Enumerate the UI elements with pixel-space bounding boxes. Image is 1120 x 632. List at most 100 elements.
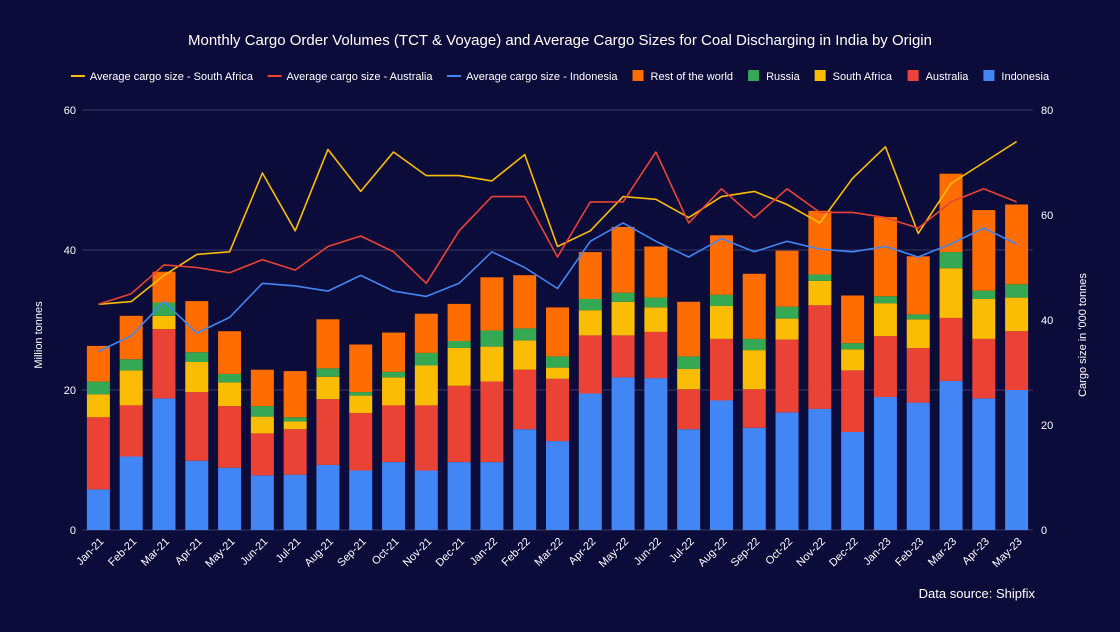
legend-box-marker (632, 70, 644, 81)
bar-segment (447, 303, 471, 341)
bar-segment (742, 338, 766, 351)
bar-segment (677, 356, 701, 369)
bar-segment (873, 336, 897, 397)
bar-segment (972, 299, 996, 339)
bar-segment (709, 338, 733, 401)
legend-label: Average cargo size - South Africa (90, 71, 254, 83)
bar-segment (185, 460, 209, 530)
bar-segment (775, 318, 799, 340)
bar-segment (414, 365, 438, 406)
bar-segment (119, 405, 143, 457)
bar-segment (414, 352, 438, 366)
bar-segment (382, 377, 406, 406)
bar-segment (906, 402, 930, 530)
bar-segment (152, 302, 176, 316)
bar-segment (906, 314, 930, 320)
bar-segment (841, 343, 865, 350)
avg-cargo-size-line (98, 151, 1017, 306)
bar-segment (972, 338, 996, 399)
bar-segment (775, 306, 799, 319)
bar-segment (611, 335, 635, 378)
bar-segment (513, 328, 537, 341)
bar-segment (873, 303, 897, 337)
data-source: Data source: Shipfix (919, 586, 1036, 601)
bar-segment (939, 268, 963, 318)
bar-segment (447, 341, 471, 348)
bar-segment (709, 294, 733, 306)
bar-segment (447, 385, 471, 463)
bar-segment (939, 252, 963, 269)
bar-segment (250, 406, 274, 417)
bar-segment (152, 329, 176, 399)
y-tick-label: 20 (64, 385, 76, 397)
y2-tick-label: 0 (1041, 525, 1047, 537)
bar-segment (742, 273, 766, 339)
y-tick-label: 0 (70, 525, 76, 537)
bar-segment (447, 348, 471, 386)
bar-segment (775, 250, 799, 307)
bar-segment (709, 235, 733, 295)
bar-segment (283, 474, 307, 530)
bar-segment (677, 429, 701, 530)
bar-segment (250, 475, 274, 530)
bar-segment (611, 292, 635, 302)
bar-segment (578, 252, 602, 299)
legend: Average cargo size - South Africa Average… (70, 70, 1050, 83)
bar-segment (611, 226, 635, 293)
bar-segment (644, 307, 668, 332)
bar-segment (578, 335, 602, 394)
bar-segment (316, 399, 340, 465)
bar-segment (742, 427, 766, 530)
bar-segment (382, 371, 406, 378)
bar-segment (283, 371, 307, 418)
bar-segment (775, 412, 799, 530)
bar-segment (513, 275, 537, 329)
bar-segment (349, 392, 373, 396)
bar-segment (709, 400, 733, 530)
bar-segment (578, 299, 602, 311)
bar-segment (316, 368, 340, 377)
legend-label: South Africa (833, 71, 893, 83)
bar-segment (86, 417, 110, 490)
bar-segment (382, 462, 406, 530)
bar-segment (578, 393, 602, 530)
bar-segment (382, 332, 406, 372)
bar-segment (578, 310, 602, 336)
legend-label: Average cargo size - Australia (287, 71, 434, 83)
bar-segment (86, 381, 110, 395)
bar-segment (677, 389, 701, 430)
bar-segment (218, 373, 242, 383)
bar-segment (382, 405, 406, 463)
bar-segment (1005, 204, 1029, 285)
bar-segment (972, 398, 996, 530)
bar-segment (283, 417, 307, 422)
bar-segment (218, 467, 242, 530)
avg-cargo-size-line (98, 140, 1018, 306)
legend-box-marker (907, 70, 919, 81)
bar-segment (1005, 390, 1029, 530)
bar-segment (185, 392, 209, 461)
bar-segment (414, 470, 438, 530)
bar-segment (185, 362, 209, 393)
bar-segment (677, 301, 701, 357)
bar-segment (808, 305, 832, 409)
bar-segment (873, 217, 897, 297)
bar-segment (546, 307, 569, 357)
y2-axis-label: Cargo size in '000 tonnes (1077, 273, 1089, 397)
bar-segment (906, 319, 930, 348)
bar-segment (119, 359, 143, 371)
bar-segment (1005, 297, 1029, 332)
bars (86, 173, 1029, 530)
bar-segment (152, 398, 176, 530)
bar-segment (1005, 331, 1029, 390)
bar-segment (250, 369, 274, 407)
bar-segment (873, 296, 897, 304)
legend-box-marker (814, 70, 826, 81)
bar-segment (513, 340, 537, 370)
bar-segment (480, 462, 504, 530)
y2-tick-label: 60 (1041, 210, 1053, 222)
bar-segment (841, 349, 865, 371)
bar-segment (513, 369, 537, 430)
bar-segment (841, 295, 865, 344)
bar-segment (349, 395, 373, 414)
